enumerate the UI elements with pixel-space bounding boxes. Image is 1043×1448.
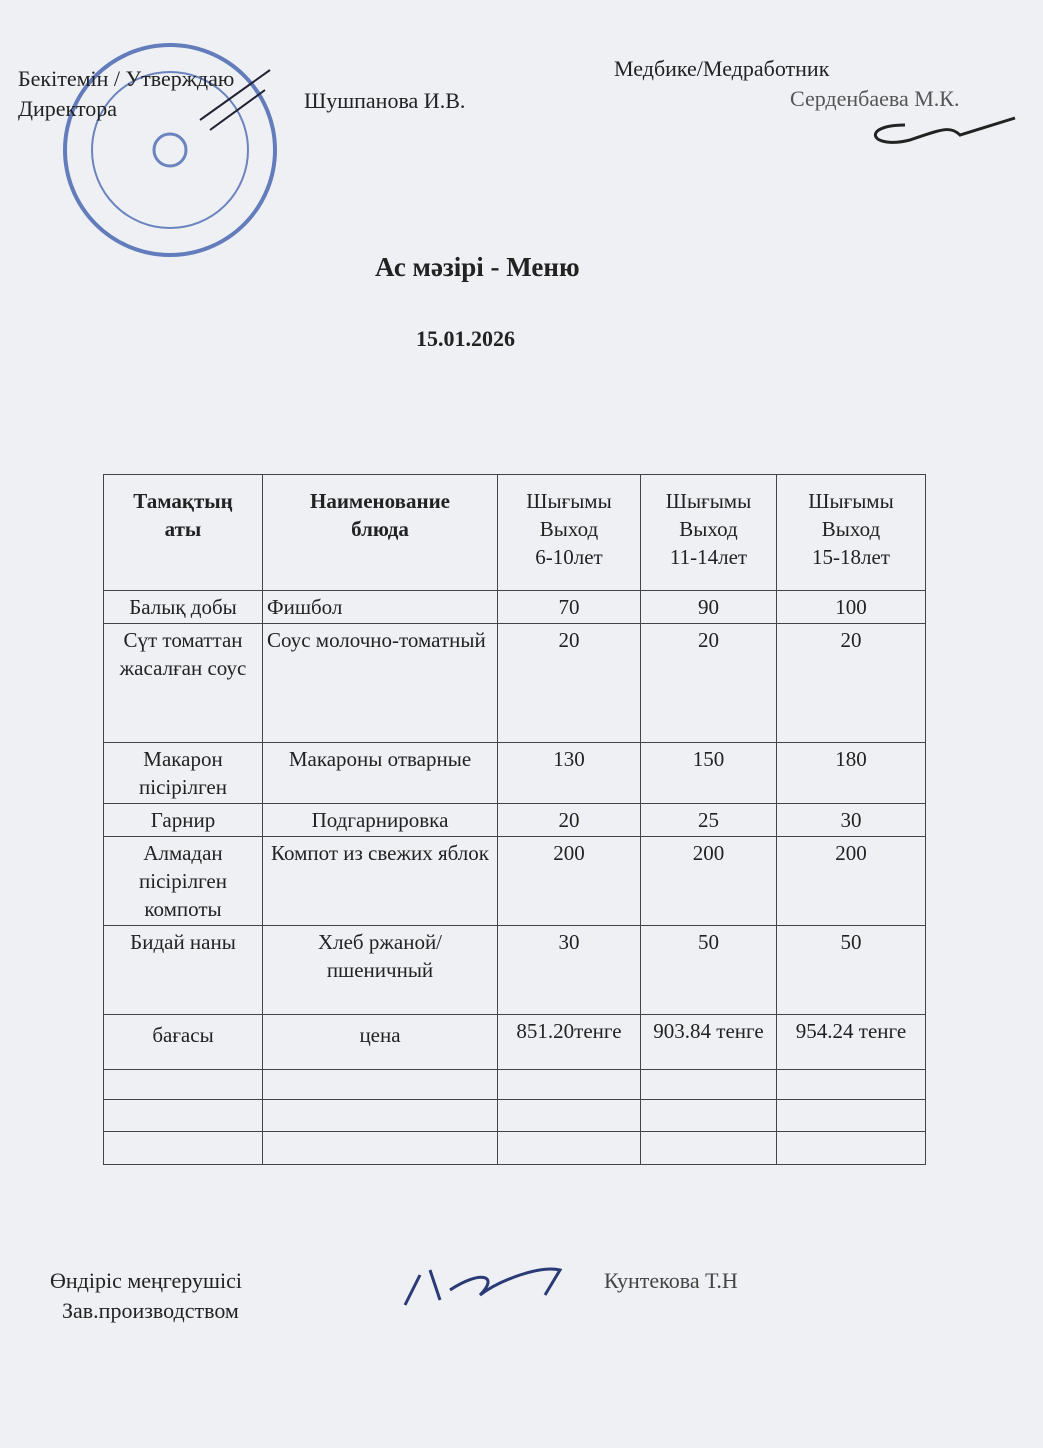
director-name: Шушпанова И.В. [304, 88, 466, 113]
cell: 20 [497, 623, 641, 743]
date: 15.01.2026 [416, 326, 515, 351]
cell: 954.24 тенге [776, 1014, 926, 1070]
row: бағасы цена 851.20тенге 903.84 тенге 954.24 … [103, 1014, 926, 1070]
menu-table: Тамақтың аты Наименование блюда Шығымы Выход 6… [103, 474, 926, 1165]
cell: Соус молочно-томатный [262, 623, 498, 743]
cell: 20 [640, 623, 777, 743]
medic: Медбике/Медработник [614, 56, 830, 81]
cell: 50 [640, 925, 777, 1015]
row: Балық добы Фишбол 70 90 100 [103, 590, 926, 624]
empty-row [103, 1131, 926, 1165]
cell: 20 [497, 803, 641, 837]
empty-cell [776, 1099, 926, 1132]
header-row: Тамақтың аты Наименование блюда Шығымы Выход 6… [103, 474, 926, 591]
empty-cell [103, 1099, 263, 1132]
chef-signature [403, 1267, 563, 1306]
cell: 200 [640, 836, 777, 926]
cell: Балық добы [103, 590, 263, 624]
header-line: Шығымы [808, 489, 894, 513]
cell: 100 [776, 590, 926, 624]
cell: 20 [776, 623, 926, 743]
cell: Макароны отварные [262, 742, 498, 804]
empty-cell [776, 1131, 926, 1165]
empty-cell [640, 1099, 777, 1132]
cell: 180 [776, 742, 926, 804]
header-cell: Наименование блюда [262, 474, 498, 591]
header-line: Выход [821, 517, 881, 541]
empty-cell [262, 1069, 498, 1100]
cell: 25 [640, 803, 777, 837]
cell: 150 [640, 742, 777, 804]
cell: 200 [497, 836, 641, 926]
footer-role-kz: Өндіріс меңгерушісі [50, 1268, 242, 1293]
cell: 70 [497, 590, 641, 624]
cell: Бидай наны [103, 925, 263, 1015]
director: Директора [18, 96, 118, 121]
cell: Алмадан пісірілген компоты [103, 836, 263, 926]
cell: Компот из свежих яблок [262, 836, 498, 926]
row: Макарон пісірілген Макароны отварные 130 15… [103, 742, 926, 804]
header-line: Шығымы [526, 489, 612, 513]
cell: Макарон пісірілген [103, 742, 263, 804]
director-signature [199, 69, 271, 131]
empty-cell [776, 1069, 926, 1100]
cell: Гарнир [103, 803, 263, 837]
approve: Бекітемін / Утверждаю [18, 66, 235, 91]
stamp-inner [91, 71, 249, 229]
cell: 90 [640, 590, 777, 624]
cell: 200 [776, 836, 926, 926]
header-line: 15-18лет [812, 545, 890, 569]
empty-cell [497, 1069, 641, 1100]
stamp [63, 43, 277, 257]
cell: 30 [497, 925, 641, 1015]
header-line: Выход [539, 517, 599, 541]
footer-role-ru: Зав.производством [62, 1298, 239, 1323]
cell: цена [262, 1014, 498, 1070]
cell: 30 [776, 803, 926, 837]
empty-cell [262, 1099, 498, 1132]
empty-cell [497, 1099, 641, 1132]
row: Сүт томаттан жасалған соус Соус молочно-т… [103, 623, 926, 743]
header-line: 6-10лет [535, 545, 603, 569]
cell: Хлеб ржаной/пшеничный [262, 925, 498, 1015]
cell: бағасы [103, 1014, 263, 1070]
header-line: 11-14лет [669, 545, 748, 569]
header-line: Тамақтың [133, 489, 233, 513]
header-line: Выход [679, 517, 738, 541]
medic-name: Серденбаева М.К. [790, 86, 960, 111]
header-line: Наименование [310, 489, 450, 513]
cell: Подгарнировка [262, 803, 498, 837]
empty-cell [497, 1131, 641, 1165]
title: Ас мәзірі - Меню [375, 252, 580, 282]
row: Алмадан пісірілген компоты Компот из свеж… [103, 836, 926, 926]
footer-name: Кунтекова Т.Н [604, 1268, 738, 1293]
empty-cell [103, 1069, 263, 1100]
row: Бидай наны Хлеб ржаной/пшеничный 30 50 50 [103, 925, 926, 1015]
header-cell: Шығымы Выход 15-18лет [776, 474, 926, 591]
row: Гарнир Подгарнировка 20 25 30 [103, 803, 926, 837]
header-line: Шығымы [665, 489, 752, 513]
cell: 903.84 тенге [640, 1014, 777, 1070]
header-line: блюда [351, 517, 409, 541]
header-cell: Шығымы Выход 11-14лет [640, 474, 777, 591]
cell: 50 [776, 925, 926, 1015]
stamp-center [152, 132, 188, 168]
medic-signature [873, 116, 1016, 144]
empty-row [103, 1069, 926, 1100]
header-line: аты [164, 517, 202, 541]
empty-row [103, 1099, 926, 1132]
cell: Фишбол [262, 590, 498, 624]
header-cell: Тамақтың аты [103, 474, 263, 591]
empty-cell [262, 1131, 498, 1165]
empty-cell [640, 1131, 777, 1165]
cell: 851.20тенге [497, 1014, 641, 1070]
cell: Сүт томаттан жасалған соус [103, 623, 263, 743]
cell: 130 [497, 742, 641, 804]
header-cell: Шығымы Выход 6-10лет [497, 474, 641, 591]
empty-cell [640, 1069, 777, 1100]
empty-cell [103, 1131, 263, 1165]
